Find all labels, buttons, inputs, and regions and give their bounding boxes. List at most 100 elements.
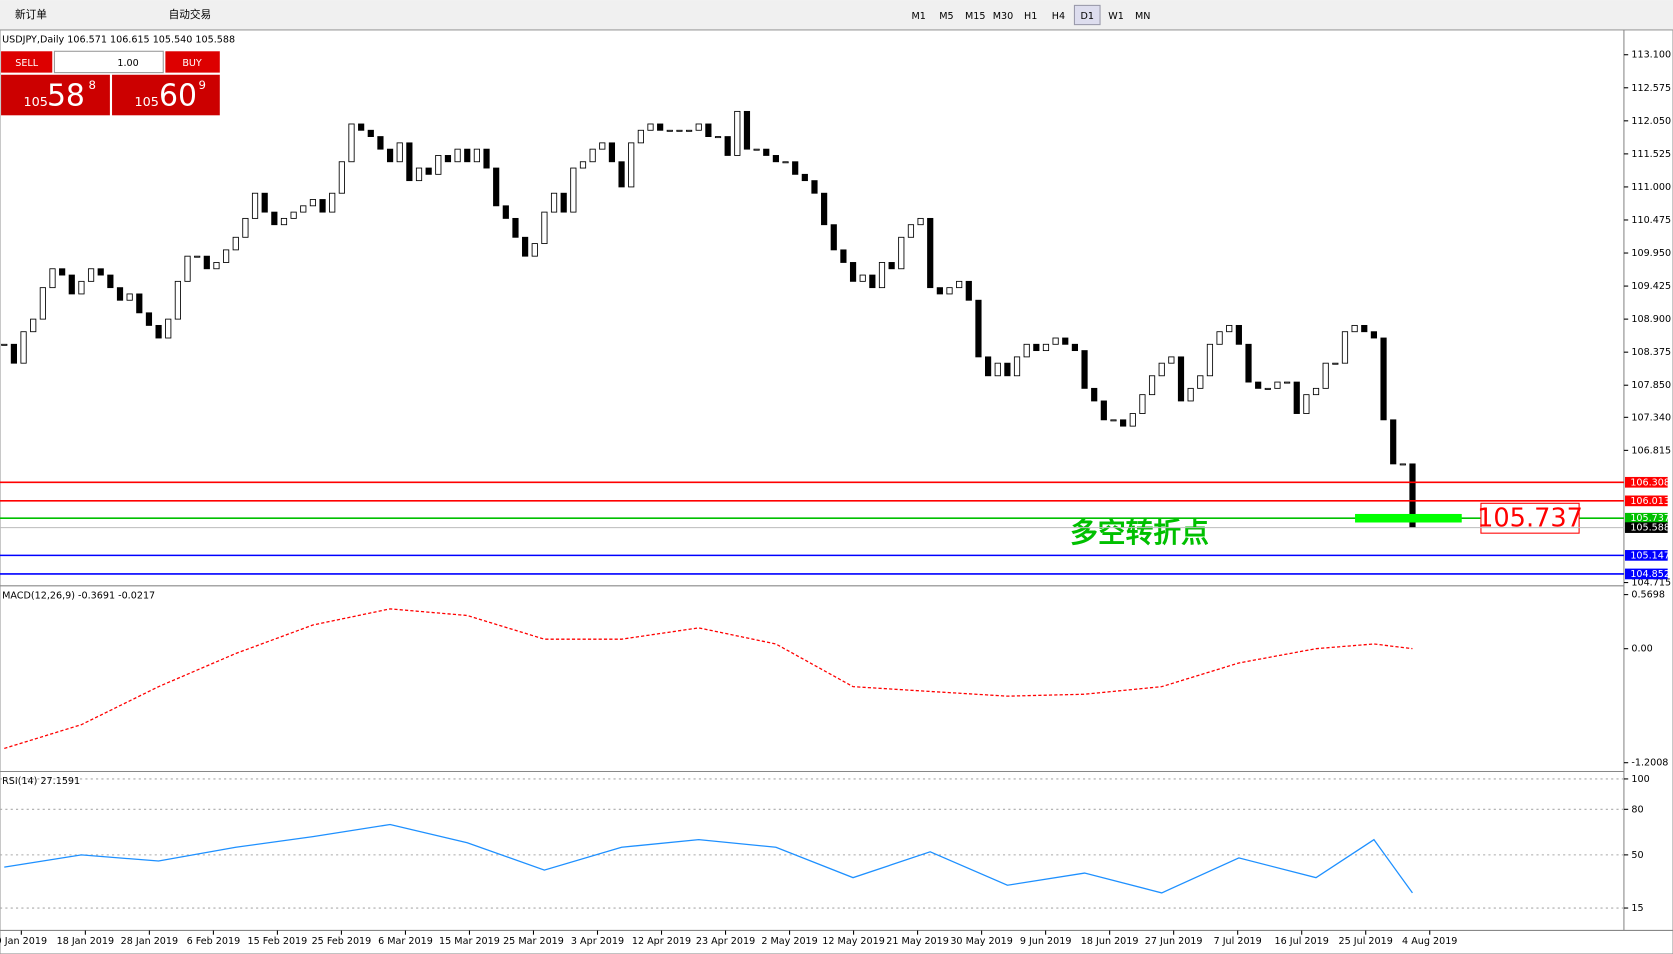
candle — [1235, 324, 1242, 345]
timeframe-button[interactable]: D1 — [1080, 11, 1094, 22]
y-tick-label: 111.000 — [1631, 182, 1671, 193]
candle — [522, 236, 529, 257]
bid-box[interactable] — [1, 74, 110, 116]
level-label: 105.737 — [1630, 513, 1670, 524]
x-tick-label: 6 Mar 2019 — [378, 936, 433, 947]
candle — [309, 199, 317, 207]
candle — [1245, 343, 1252, 383]
y-tick-label: 107.340 — [1631, 412, 1671, 423]
candle — [1004, 362, 1011, 377]
candle — [454, 148, 461, 163]
lot-input[interactable] — [53, 50, 164, 74]
candle — [705, 123, 712, 137]
y-tick-label: 111.525 — [1631, 149, 1671, 160]
candle — [956, 280, 963, 289]
x-tick-label: 2 May 2019 — [761, 936, 817, 947]
candle — [155, 324, 162, 339]
candle — [97, 268, 104, 276]
candle — [39, 287, 46, 320]
candle — [849, 262, 857, 282]
candle — [917, 217, 924, 226]
timeframe-button[interactable]: H1 — [1024, 11, 1037, 22]
turning-point-marker — [1355, 513, 1462, 523]
candle — [1322, 362, 1329, 389]
candle — [300, 205, 307, 213]
ask-box[interactable] — [112, 74, 220, 116]
candle — [107, 274, 114, 289]
candle — [213, 262, 220, 270]
timeframe-button[interactable]: M1 — [911, 11, 925, 22]
level-label: 105.147 — [1630, 550, 1670, 561]
candle — [1264, 387, 1271, 390]
timeframe-button[interactable]: M30 — [993, 11, 1014, 22]
candle — [1158, 362, 1165, 377]
candle — [1399, 463, 1406, 466]
timeframe-button[interactable]: M15 — [965, 11, 985, 22]
candle — [666, 129, 673, 132]
candle — [1206, 343, 1214, 377]
x-tick-label: 25 Mar 2019 — [503, 936, 564, 947]
candle — [184, 255, 191, 282]
candle — [907, 224, 915, 238]
buy-button[interactable] — [165, 51, 220, 73]
candle — [599, 142, 606, 150]
candle — [792, 161, 799, 175]
candle — [1370, 331, 1378, 339]
y-tick-label: 50 — [1631, 850, 1643, 861]
candle — [1303, 394, 1310, 414]
candle — [116, 287, 124, 301]
x-tick-label: 7 Jul 2019 — [1214, 936, 1262, 947]
candle — [464, 148, 471, 163]
y-tick-label: 112.575 — [1631, 83, 1671, 94]
candle — [695, 123, 702, 131]
y-tick-label: 15 — [1631, 903, 1643, 914]
candle — [1197, 375, 1204, 389]
y-tick-label: 100 — [1631, 774, 1649, 785]
x-tick-label: 4 Aug 2019 — [1402, 936, 1457, 947]
timeframe-button[interactable]: MN — [1135, 11, 1150, 22]
candle — [87, 268, 95, 282]
candle — [1380, 337, 1387, 421]
candle — [396, 142, 403, 163]
candle — [936, 287, 943, 295]
timeframe-button[interactable]: H4 — [1052, 11, 1065, 22]
x-tick-label: 21 May 2019 — [886, 936, 949, 947]
x-tick-label: 30 May 2019 — [950, 936, 1013, 947]
toolbar — [0, 0, 1673, 30]
candle — [1168, 356, 1175, 364]
candle — [541, 211, 548, 245]
candle — [1062, 337, 1069, 345]
candle — [406, 142, 413, 182]
x-tick-label: 6 Feb 2019 — [187, 936, 241, 947]
x-tick-label: 25 Jul 2019 — [1339, 936, 1393, 947]
timeframe-button[interactable]: M5 — [939, 11, 953, 22]
candle — [348, 123, 355, 163]
y-tick-label: 80 — [1631, 804, 1643, 815]
candle — [435, 155, 442, 175]
candle — [1274, 381, 1281, 389]
sell-button[interactable] — [1, 51, 53, 73]
new-order-button[interactable]: 新订单 — [15, 8, 47, 21]
candle — [1187, 387, 1194, 402]
y-tick-label: 106.815 — [1631, 445, 1671, 456]
bid-small: 8 — [89, 78, 96, 92]
indicator-line — [4, 823, 1413, 894]
y-tick-label: 104.715 — [1631, 578, 1671, 589]
candle — [1312, 387, 1320, 396]
timeframe-button[interactable]: W1 — [1108, 11, 1124, 22]
candle — [242, 217, 249, 238]
candle — [290, 211, 297, 219]
candle — [415, 167, 423, 182]
x-tick-label: 23 Apr 2019 — [696, 936, 755, 947]
candle — [1390, 419, 1397, 465]
candle — [840, 249, 847, 263]
y-tick-label: 109.950 — [1631, 248, 1671, 259]
candle — [1216, 331, 1223, 345]
x-tick-label: 12 Apr 2019 — [632, 936, 691, 947]
candle — [560, 192, 567, 213]
candle — [927, 217, 934, 289]
auto-trading-button[interactable]: 自动交易 — [169, 8, 212, 21]
candle — [685, 129, 693, 132]
indicator-line — [4, 608, 1413, 750]
candle — [898, 236, 905, 270]
